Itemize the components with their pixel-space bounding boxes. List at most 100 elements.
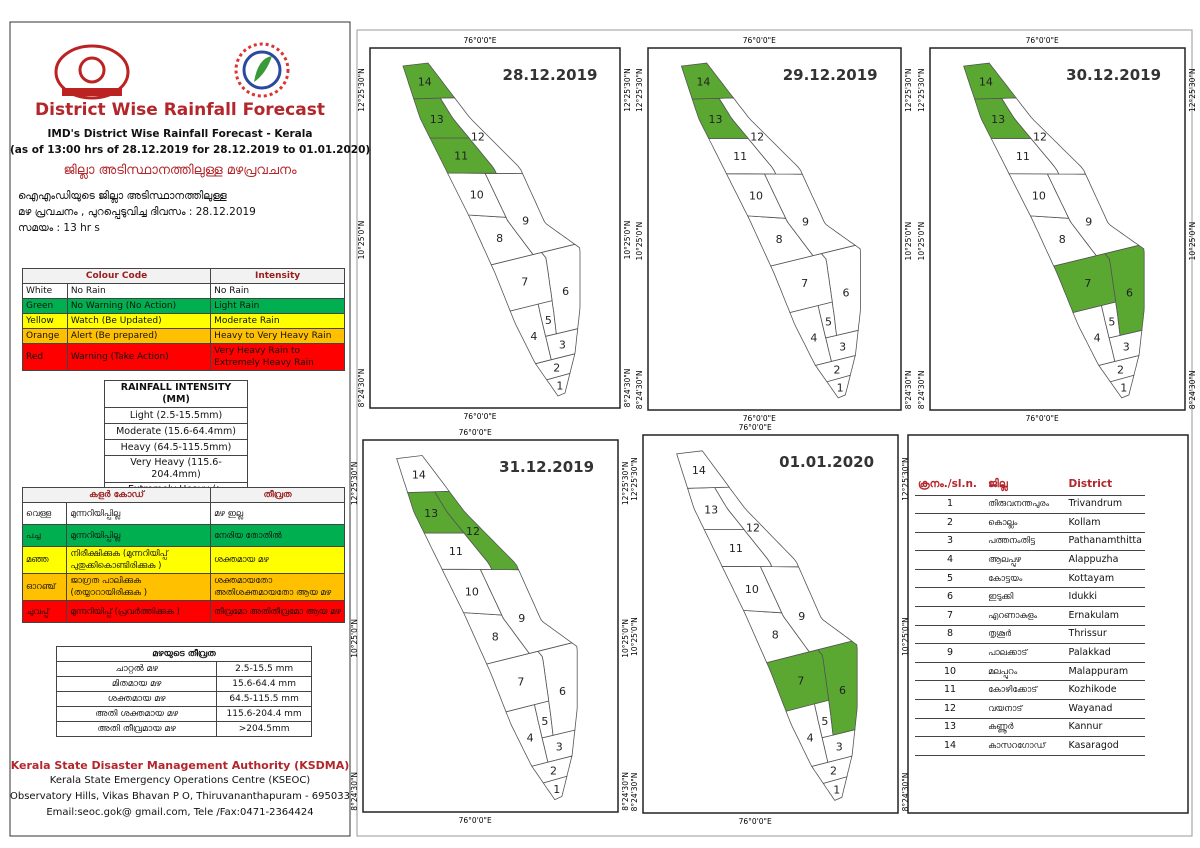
intensity-row: Light (2.5-15.5mm) [104, 407, 248, 424]
lon-label: 76°0'0"E [739, 423, 772, 432]
district [542, 775, 568, 801]
footer-line: Kerala State Emergency Operations Centre… [49, 775, 311, 786]
district-cell: തൃശൂർ [985, 625, 1066, 645]
district [531, 755, 573, 784]
lat-label: 12°25'30"N [357, 68, 366, 112]
district-cell: Thrissur [1065, 625, 1145, 645]
lon-label: 76°0'0"E [743, 414, 776, 423]
ml-intensity-row: ശക്തമായ മഴ 64.5-115.5 mm [55, 691, 312, 707]
color-cell: Watch (Be Updated) [66, 313, 212, 329]
district-number: 3 [836, 741, 843, 754]
district-number: 7 [1084, 277, 1091, 290]
district-row: 5 കോട്ടയം Kottayam [915, 569, 1145, 589]
district-number: 4 [807, 731, 814, 744]
color-cell: Green [22, 298, 68, 314]
district-number: 2 [830, 765, 837, 778]
district-number: 7 [801, 277, 808, 290]
district [963, 62, 1017, 100]
lon-label: 76°0'0"E [459, 428, 492, 437]
lon-label: 76°0'0"E [1026, 36, 1059, 45]
header-cell: Colour Code [21, 268, 212, 284]
district-number: 5 [541, 715, 548, 728]
lat-label: 12°25'30"N [917, 68, 926, 112]
district-number: 6 [559, 685, 566, 698]
ml-intensity-cell: മിതമായ മഴ [55, 676, 218, 692]
ml-intensity-cell: ശക്തമായ മഴ [55, 691, 218, 707]
district-row: 1 തിരുവനന്തപുരം Trivandrum [915, 495, 1145, 515]
color-cell: Warning (Take Action) [66, 343, 212, 371]
district-cell: Wayanad [1065, 699, 1145, 719]
color-cell: മഞ്ഞ [21, 546, 68, 574]
district-cell: Malappuram [1065, 662, 1145, 682]
district-table-box [907, 434, 1189, 814]
lat-label: 10°25'0"N [621, 619, 630, 658]
district-number: 11 [733, 150, 747, 163]
lat-label: 8°24'30"N [635, 371, 644, 410]
district-number: 12 [746, 522, 760, 535]
district-cell: പാലക്കാട് [985, 643, 1066, 663]
district-cell: 5 [915, 569, 986, 589]
lat-label: 8°24'30"N [621, 772, 630, 811]
district-cell: കോട്ടയം [985, 569, 1066, 589]
color-cell: Moderate Rain [210, 313, 345, 329]
header-cell: ജില്ല [985, 473, 1066, 496]
map-date: 30.12.2019 [1066, 66, 1161, 84]
lat-label: 8°24'30"N [917, 371, 926, 410]
district-cell: Pathanamthitta [1065, 532, 1145, 552]
color-row: Orange Alert (Be prepared) Heavy to Very H… [22, 328, 345, 344]
map-date: 29.12.2019 [783, 66, 878, 84]
color-cell: ചുവപ്പ് [21, 600, 68, 623]
district-number: 1 [837, 381, 844, 394]
district-cell: കണ്ണൂർ [985, 718, 1066, 738]
district-row: 14 കാസറഗോഡ് Kasaragod [915, 736, 1145, 756]
district-cell: 13 [915, 718, 986, 738]
district-cell: ഇടുക്കി [985, 587, 1066, 608]
district-number: 4 [1094, 332, 1101, 345]
district [676, 450, 730, 489]
lat-label: 8°24'30"N [901, 773, 910, 812]
header-cell: തീവ്രത [210, 487, 345, 503]
color-row: Red Warning (Take Action) Very Heavy Rain … [22, 343, 345, 371]
ml-intensity-cell: അതി തീവ്രമായ മഴ [55, 721, 218, 737]
district-number: 14 [412, 468, 426, 481]
lat-label: 10°25'0"N [350, 619, 359, 658]
district-number: 11 [729, 542, 743, 555]
color-row: White No Rain No Rain [22, 283, 345, 299]
lat-label: 8°24'30"N [1188, 371, 1197, 410]
district-cell: Kasaragod [1065, 736, 1145, 756]
title-row: RAINFALL INTENSITY (MM) [104, 380, 248, 408]
lat-label: 12°25'30"N [350, 462, 359, 506]
district-number: 14 [692, 464, 706, 477]
color-cell: Alert (Be prepared) [66, 328, 212, 344]
lat-label: 8°24'30"N [630, 773, 639, 812]
district-number: 2 [550, 764, 557, 777]
district [687, 487, 745, 530]
ml-intensity-table: മഴയുടെ തീവ്രത ചാറ്റൽ മഴ 2.5-15.5 mm മിതമായ … [55, 646, 312, 737]
lat-label: 10°25'0"N [635, 222, 644, 261]
color-cell: Very Heavy Rain to Extremely Heavy Rain [210, 343, 345, 371]
district-row: 9 പാലക്കാട് Palakkad [915, 643, 1145, 663]
subtitle: IMD's District Wise Rainfall Forecast - … [47, 128, 313, 140]
color-cell: മുന്നറിയിപ്പില്ല [66, 524, 212, 547]
intensity-row: Heavy (64.5-115.5mm) [104, 439, 248, 456]
lat-label: 12°25'30"N [904, 68, 913, 112]
color-cell: വെള്ള [21, 502, 68, 525]
ml-title: ജില്ലാ അടിസ്ഥാനത്തിലുള്ള മഴപ്രവചനം [63, 163, 297, 178]
header-cell: District [1065, 473, 1145, 496]
color-row: പച്ച മുന്നറിയിപ്പില്ല നേരിയ തോതിൽ [21, 524, 345, 547]
district-cell: 4 [915, 550, 986, 570]
header-row: കളർ കോഡ് തീവ്രത [21, 487, 345, 503]
color-cell: Red [22, 343, 68, 371]
ml-intensity-row: മിതമായ മഴ 15.6-64.4 mm [55, 676, 312, 692]
color-cell: Heavy to Very Heavy Rain [210, 328, 345, 344]
district-row: 4 ആലപ്പുഴ Alappuzha [915, 550, 1145, 570]
district-cell: 3 [915, 532, 986, 552]
color-cell: ജാഗ്രത പാലിക്കുക (തയ്യാറായിരിക്കുക ) [66, 573, 212, 601]
district-row: 7 എറണാകുളം Ernakulam [915, 606, 1145, 626]
district-number: 14 [696, 76, 710, 89]
district [1008, 173, 1070, 219]
district-number: 3 [839, 340, 846, 353]
district [1098, 354, 1140, 383]
